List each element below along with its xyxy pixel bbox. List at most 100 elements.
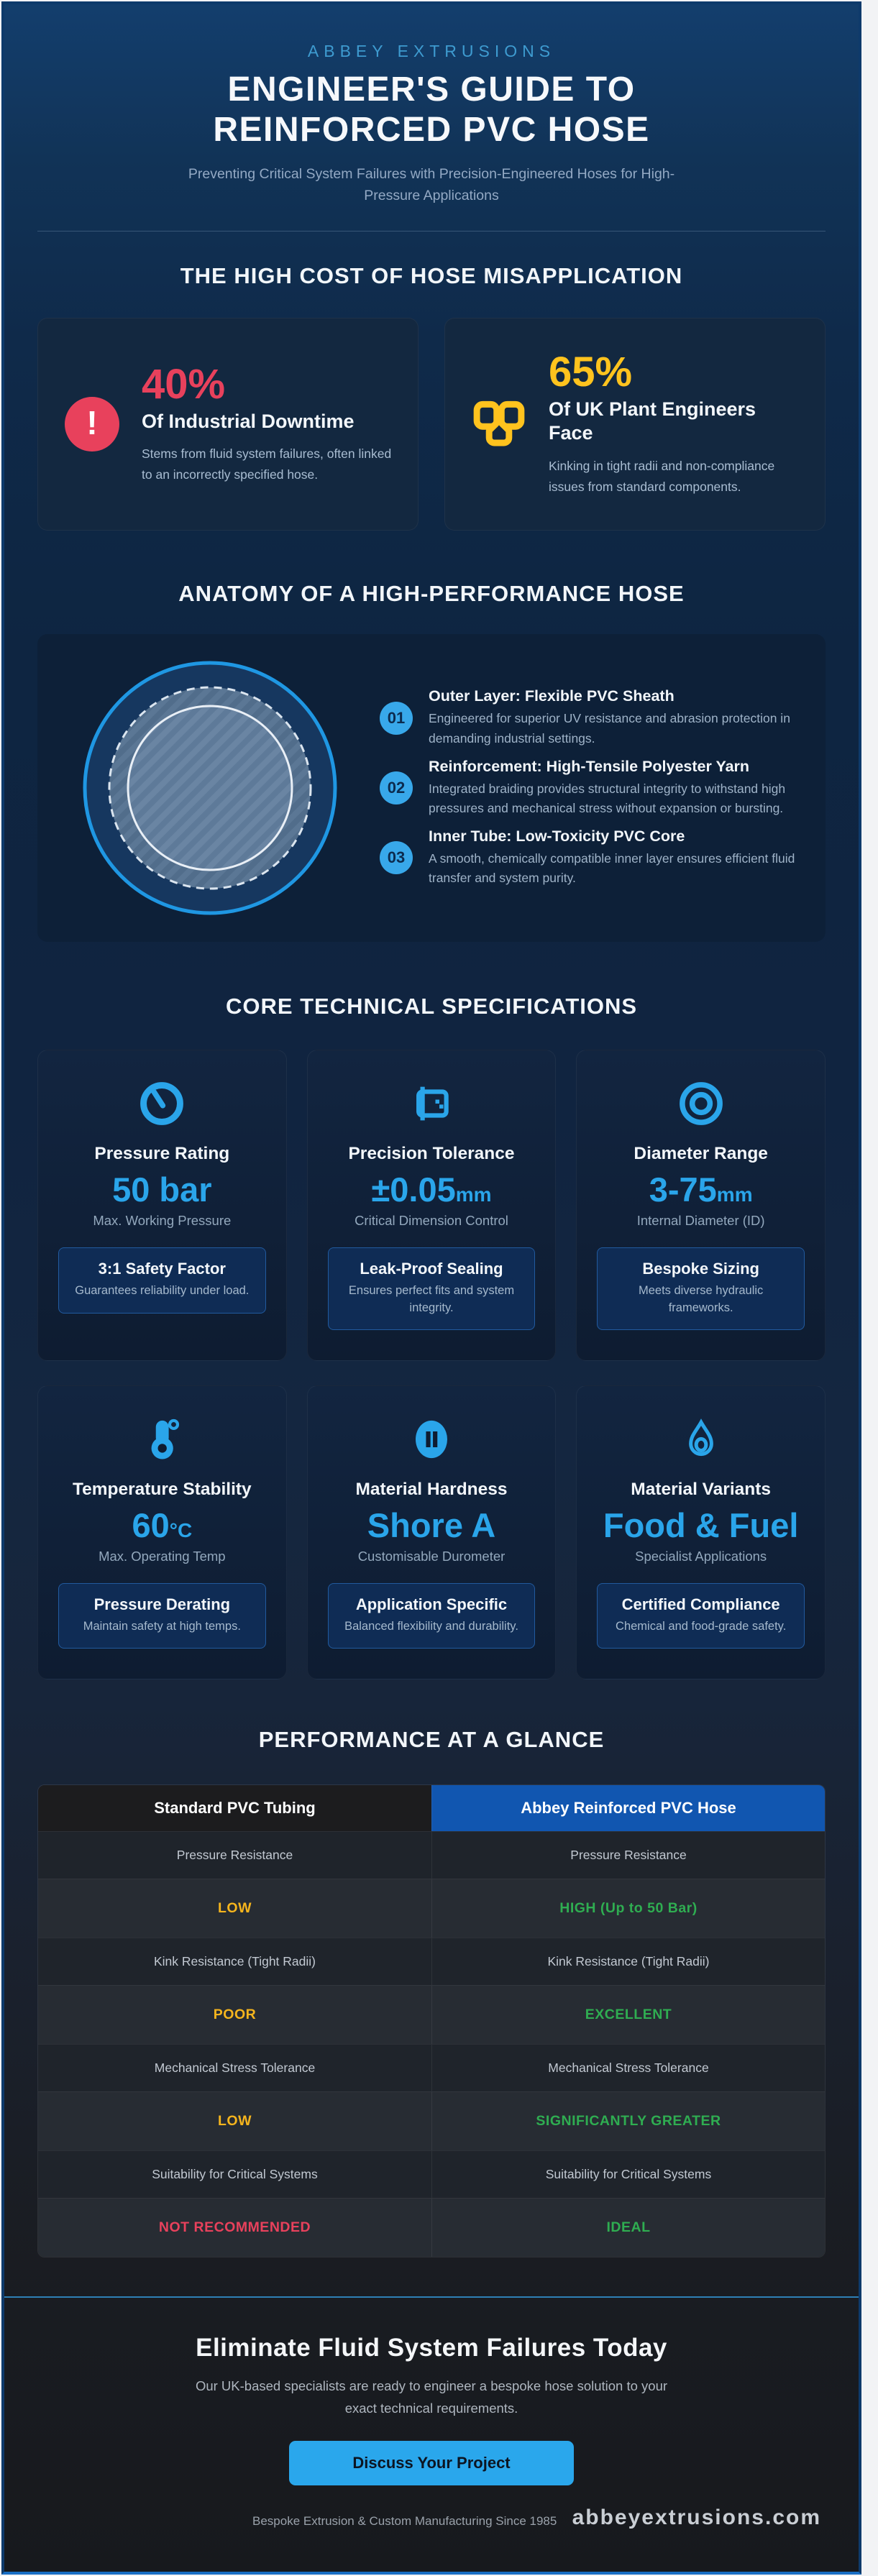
table-header-row: Standard PVC Tubing Abbey Reinforced PVC… bbox=[38, 1785, 825, 1832]
table-row: Pressure Resistance Pressure Resistance bbox=[38, 1831, 825, 1879]
spec-sublabel: Critical Dimension Control bbox=[355, 1213, 508, 1229]
spec-sublabel: Customisable Durometer bbox=[357, 1549, 506, 1564]
kinked-hose-icon bbox=[471, 396, 527, 452]
spec-value-unit: °C bbox=[169, 1518, 193, 1541]
page-footer: Bespoke Extrusion & Custom Manufacturing… bbox=[4, 2503, 859, 2572]
spec-value-number: 60 bbox=[132, 1505, 170, 1544]
table-cell: IDEAL bbox=[431, 2199, 825, 2258]
cta-divider bbox=[4, 2296, 859, 2298]
layer-number-badge: 02 bbox=[380, 771, 413, 805]
spec-card-temperature: Temperature Stability 60°C Max. Operatin… bbox=[37, 1385, 287, 1680]
anatomy-panel: 01 Outer Layer: Flexible PVC Sheath Engi… bbox=[37, 633, 826, 942]
column-header-standard: Standard PVC Tubing bbox=[38, 1785, 431, 1832]
stat-body: Kinking in tight radii and non-complianc… bbox=[549, 459, 775, 495]
brand-eyebrow: ABBEY EXTRUSIONS bbox=[307, 42, 556, 60]
spec-badge-body: Chemical and food-grade safety. bbox=[616, 1620, 787, 1633]
layer-body: A smooth, chemically compatible inner la… bbox=[429, 851, 795, 886]
column-header-abbey: Abbey Reinforced PVC Hose bbox=[431, 1785, 825, 1832]
spec-card-diameter: Diameter Range 3-75mm Internal Diameter … bbox=[576, 1049, 826, 1361]
table-cell: Kink Resistance (Tight Radii) bbox=[431, 1938, 825, 1986]
spec-sublabel: Max. Operating Temp bbox=[99, 1549, 226, 1564]
page-title-line2: REINFORCED PVC HOSE bbox=[213, 110, 650, 149]
droplet-icon bbox=[597, 1413, 805, 1465]
spec-card-pressure: Pressure Rating 50 bar Max. Working Pres… bbox=[37, 1049, 287, 1361]
table-cell: Pressure Resistance bbox=[176, 1848, 293, 1863]
layer-body: Engineered for superior UV resistance an… bbox=[429, 711, 790, 746]
spec-title: Material Variants bbox=[631, 1479, 772, 1499]
comparison-section-heading: PERFORMANCE AT A GLANCE bbox=[258, 1727, 605, 1753]
table-row: Kink Resistance (Tight Radii) Kink Resis… bbox=[38, 1938, 825, 1986]
table-cell: Mechanical Stress Tolerance bbox=[431, 2045, 825, 2092]
cta-body: Our UK-based specialists are ready to en… bbox=[195, 2378, 668, 2416]
spec-value: 60°C bbox=[58, 1505, 266, 1545]
cost-card-downtime: ! 40% Of Industrial Downtime Stems from … bbox=[37, 317, 419, 531]
page-title: ENGINEER'S GUIDE TO REINFORCED PVC HOSE bbox=[4, 70, 859, 150]
list-item: 01 Outer Layer: Flexible PVC Sheath Engi… bbox=[380, 687, 797, 748]
table-cell: Mechanical Stress Tolerance bbox=[154, 2061, 316, 2076]
spec-value: 3-75mm bbox=[597, 1170, 805, 1209]
footer-domain-link[interactable]: abbeyextrusions.com bbox=[572, 2506, 821, 2530]
spec-value-number: ±0.05 bbox=[371, 1170, 456, 1209]
spec-cards-row-1: Pressure Rating 50 bar Max. Working Pres… bbox=[37, 1049, 826, 1361]
spec-value-unit: mm bbox=[716, 1183, 753, 1206]
spec-badge-title: Certified Compliance bbox=[621, 1595, 780, 1614]
spec-sublabel: Internal Diameter (ID) bbox=[636, 1213, 765, 1229]
layer-title: Inner Tube: Low-Toxicity PVC Core bbox=[429, 827, 685, 845]
spec-badge-body: Maintain safety at high temps. bbox=[83, 1620, 241, 1633]
spec-value-unit: mm bbox=[455, 1183, 492, 1206]
stat-title: Of UK Plant Engineers Face bbox=[549, 398, 756, 444]
spec-value-number: 3-75 bbox=[649, 1170, 717, 1209]
spec-value-number: 50 bar bbox=[112, 1170, 212, 1209]
spec-badge-body: Guarantees reliability under load. bbox=[75, 1284, 250, 1298]
spec-title: Temperature Stability bbox=[72, 1479, 252, 1499]
layer-number-badge: 01 bbox=[380, 701, 413, 735]
target-icon bbox=[597, 1078, 805, 1129]
page-subtitle: Preventing Critical System Failures with… bbox=[188, 166, 675, 203]
micrometer-icon bbox=[328, 1078, 536, 1129]
table-row: POOR EXCELLENT bbox=[38, 1985, 825, 2045]
spec-title: Pressure Rating bbox=[94, 1143, 230, 1163]
table-cell: Kink Resistance (Tight Radii) bbox=[154, 1954, 316, 1969]
spec-card-hardness: Material Hardness Shore A Customisable D… bbox=[306, 1385, 557, 1680]
spec-title: Diameter Range bbox=[634, 1143, 768, 1163]
hose-cross-section-diagram bbox=[59, 659, 361, 917]
spec-badge-title: Pressure Derating bbox=[93, 1595, 231, 1614]
thermometer-icon bbox=[58, 1413, 266, 1465]
layer-title: Reinforcement: High-Tensile Polyester Ya… bbox=[429, 757, 750, 775]
table-row: LOW HIGH (Up to 50 Bar) bbox=[38, 1879, 825, 1938]
discuss-project-button[interactable]: Discuss Your Project bbox=[289, 2441, 574, 2486]
stat-body: Stems from fluid system failures, often … bbox=[142, 446, 392, 482]
spec-card-variants: Material Variants Food & Fuel Specialist… bbox=[576, 1385, 826, 1680]
spec-value: Shore A bbox=[328, 1505, 536, 1545]
spec-sublabel: Specialist Applications bbox=[635, 1549, 767, 1564]
spec-card-tolerance: Precision Tolerance ±0.05mm Critical Dim… bbox=[306, 1049, 557, 1361]
list-item: 02 Reinforcement: High-Tensile Polyester… bbox=[380, 758, 797, 818]
table-row: Mechanical Stress Tolerance Mechanical S… bbox=[38, 2044, 825, 2092]
alert-icon: ! bbox=[64, 396, 120, 452]
cost-card-engineers: 65% Of UK Plant Engineers Face Kinking i… bbox=[444, 317, 826, 531]
table-cell: Suitability for Critical Systems bbox=[152, 2167, 318, 2182]
spec-badge-body: Ensures perfect fits and system integrit… bbox=[348, 1284, 515, 1314]
spec-badge-body: Meets diverse hydraulic frameworks. bbox=[638, 1284, 764, 1314]
table-cell: EXCELLENT bbox=[431, 1986, 825, 2045]
table-cell: Suitability for Critical Systems bbox=[431, 2151, 825, 2199]
spec-sublabel: Max. Working Pressure bbox=[93, 1213, 232, 1229]
hero-divider bbox=[37, 230, 826, 232]
stat-value: 65% bbox=[549, 348, 633, 395]
spec-badge-title: Application Specific bbox=[355, 1595, 508, 1614]
table-cell: LOW bbox=[218, 1900, 252, 1917]
spec-title: Precision Tolerance bbox=[348, 1143, 515, 1163]
layer-number-badge: 03 bbox=[380, 841, 413, 875]
layer-body: Integrated braiding provides structural … bbox=[429, 781, 786, 815]
stat-title: Of Industrial Downtime bbox=[142, 410, 355, 432]
spec-badge: Bespoke Sizing Meets diverse hydraulic f… bbox=[597, 1247, 805, 1330]
table-cell: NOT RECOMMENDED bbox=[158, 2219, 311, 2236]
layer-title: Outer Layer: Flexible PVC Sheath bbox=[429, 687, 674, 705]
table-cell: SIGNIFICANTLY GREATER bbox=[431, 2092, 825, 2151]
spec-badge: 3:1 Safety Factor Guarantees reliability… bbox=[58, 1247, 266, 1314]
page-title-line1: ENGINEER'S GUIDE TO bbox=[227, 70, 636, 109]
spec-value: Food & Fuel bbox=[597, 1506, 805, 1545]
spec-value-number: Shore A bbox=[367, 1505, 496, 1544]
infographic-panel: ABBEY EXTRUSIONS ENGINEER'S GUIDE TO REI… bbox=[1, 1, 861, 2575]
spec-value: 50 bar bbox=[58, 1170, 266, 1209]
